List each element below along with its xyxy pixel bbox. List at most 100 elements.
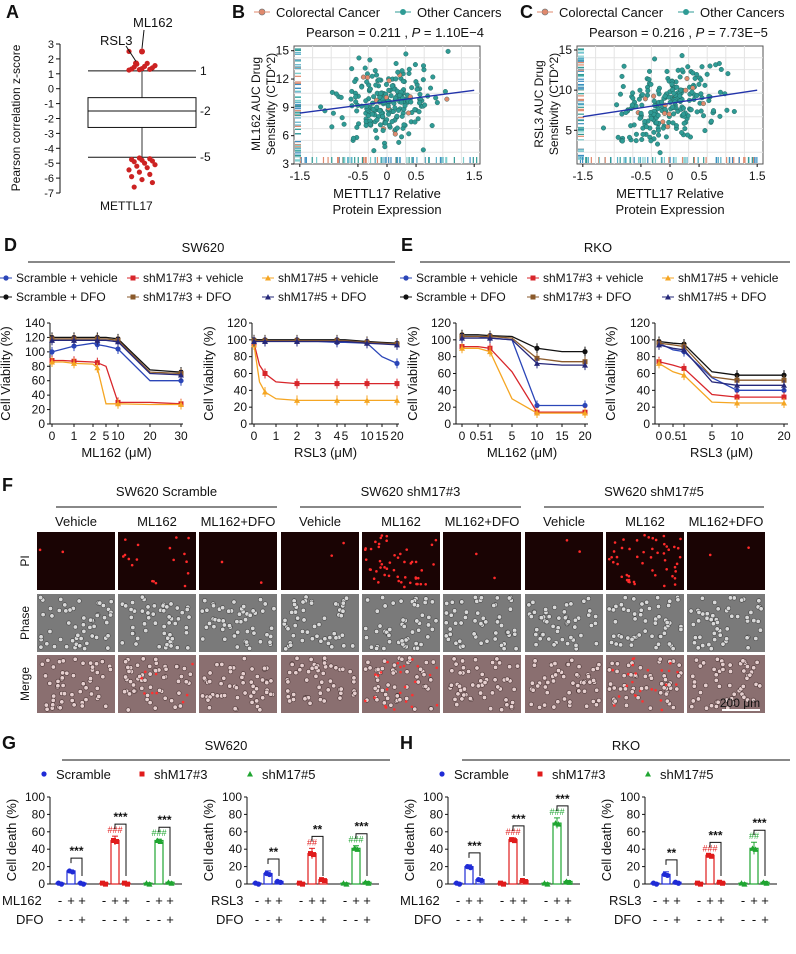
f-cell (135, 662, 141, 668)
point-other (359, 84, 365, 90)
f-cell (174, 645, 180, 651)
f-cell (542, 675, 548, 681)
f-pi-dot (607, 557, 611, 561)
f-cell (62, 602, 68, 608)
treatment-row-label: DFO (216, 912, 243, 927)
f-cell (268, 691, 274, 697)
f-cell (716, 683, 722, 689)
f-cell (163, 666, 169, 672)
f-cell (497, 660, 503, 666)
f-cell (81, 615, 87, 621)
e-ml162-data-point (534, 360, 540, 366)
f-pi-dot (625, 573, 629, 577)
f-cell (658, 690, 664, 696)
f-column-label: ML162+DFO (445, 514, 520, 529)
f-cell (494, 595, 500, 601)
f-pi-dot (396, 556, 400, 559)
f-cell (161, 608, 167, 614)
ml162-point (501, 881, 506, 887)
f-cell (724, 626, 730, 632)
f-cell (581, 680, 587, 686)
f-cell (480, 615, 486, 621)
f-cell (544, 690, 550, 696)
f-cell (663, 691, 669, 697)
rsl3-point (709, 853, 714, 859)
f-cell (729, 696, 735, 702)
f-cell (574, 672, 580, 678)
regression-line (582, 89, 758, 118)
f-pi-dot (364, 558, 368, 561)
f-cell (661, 685, 667, 691)
point-other (725, 71, 731, 77)
f-pi-dot (635, 539, 639, 542)
f-cell (717, 632, 723, 638)
f-cell (473, 657, 479, 663)
rsl3-point (308, 851, 313, 857)
f-cell (64, 644, 70, 650)
f-cell (632, 611, 638, 617)
f-cell (183, 630, 189, 636)
point-other (669, 104, 675, 110)
d-ml162-y-tick-label: 40 (32, 388, 46, 402)
f-cell (649, 633, 655, 639)
point-other (639, 92, 645, 98)
f-pi-dot (416, 582, 419, 586)
f-pi-dot (627, 578, 631, 582)
f-cell (200, 693, 206, 699)
point-colorectal (700, 101, 706, 107)
f-cell (528, 701, 534, 707)
f-cell (690, 698, 696, 704)
f-cell (292, 623, 298, 629)
ml162-bar (154, 839, 164, 885)
treatment-row-label: ML162 (400, 893, 440, 908)
f-image-pi (37, 532, 115, 590)
panel-f: F SW620 Scramble SW620 shM17#3 SW620 shM17#… (2, 475, 765, 713)
f-cell (44, 641, 50, 647)
e-rsl3-data-point (781, 377, 787, 383)
f-cell (88, 691, 94, 697)
f-cell (254, 698, 260, 704)
ml162-sig-stars: *** (69, 844, 83, 858)
point-colorectal (386, 78, 392, 84)
f-cell (565, 641, 571, 647)
f-cell (89, 664, 95, 670)
treatment-sign: + (155, 893, 163, 908)
treatment-sign: + (750, 893, 758, 908)
f-pi-dot (647, 536, 651, 539)
f-cell (666, 602, 672, 608)
treatment-sign: + (319, 893, 327, 908)
f-cell (75, 632, 81, 638)
f-cell (744, 675, 750, 681)
point-other (386, 111, 392, 117)
f-cell (704, 615, 710, 621)
point-other (367, 121, 373, 127)
f-cell (745, 645, 751, 651)
f-cell (504, 702, 510, 708)
f-cell (205, 697, 211, 703)
point-other (434, 100, 440, 106)
point-other (674, 84, 680, 90)
e-ml162-series-line (462, 335, 585, 363)
treatment-sign: + (275, 912, 283, 927)
f-pi-dot (130, 563, 134, 567)
f-cell (493, 664, 499, 670)
e-ml162-y-tick-label: 120 (431, 316, 451, 330)
f-cell (452, 608, 458, 614)
f-pi-dot (663, 584, 666, 588)
d-ml162-x-tick-label: 20 (143, 429, 157, 443)
legend-label: Colorectal Cancer (276, 5, 381, 20)
f-cell (301, 617, 307, 623)
f-pi-dot (424, 582, 427, 586)
f-cell (94, 661, 100, 667)
legend-label: Other Cancers (700, 5, 785, 20)
treatment-sign: - (697, 912, 701, 927)
legend-label: Colorectal Cancer (559, 5, 664, 20)
f-cell (234, 619, 240, 625)
point-other (630, 95, 636, 101)
y-axis-label: Sensitivity (CTD^2) (264, 53, 278, 155)
point-other (412, 62, 418, 68)
f-cell (325, 687, 331, 693)
f-cell (233, 685, 239, 691)
point-colorectal (683, 87, 689, 93)
point-other (420, 77, 426, 83)
